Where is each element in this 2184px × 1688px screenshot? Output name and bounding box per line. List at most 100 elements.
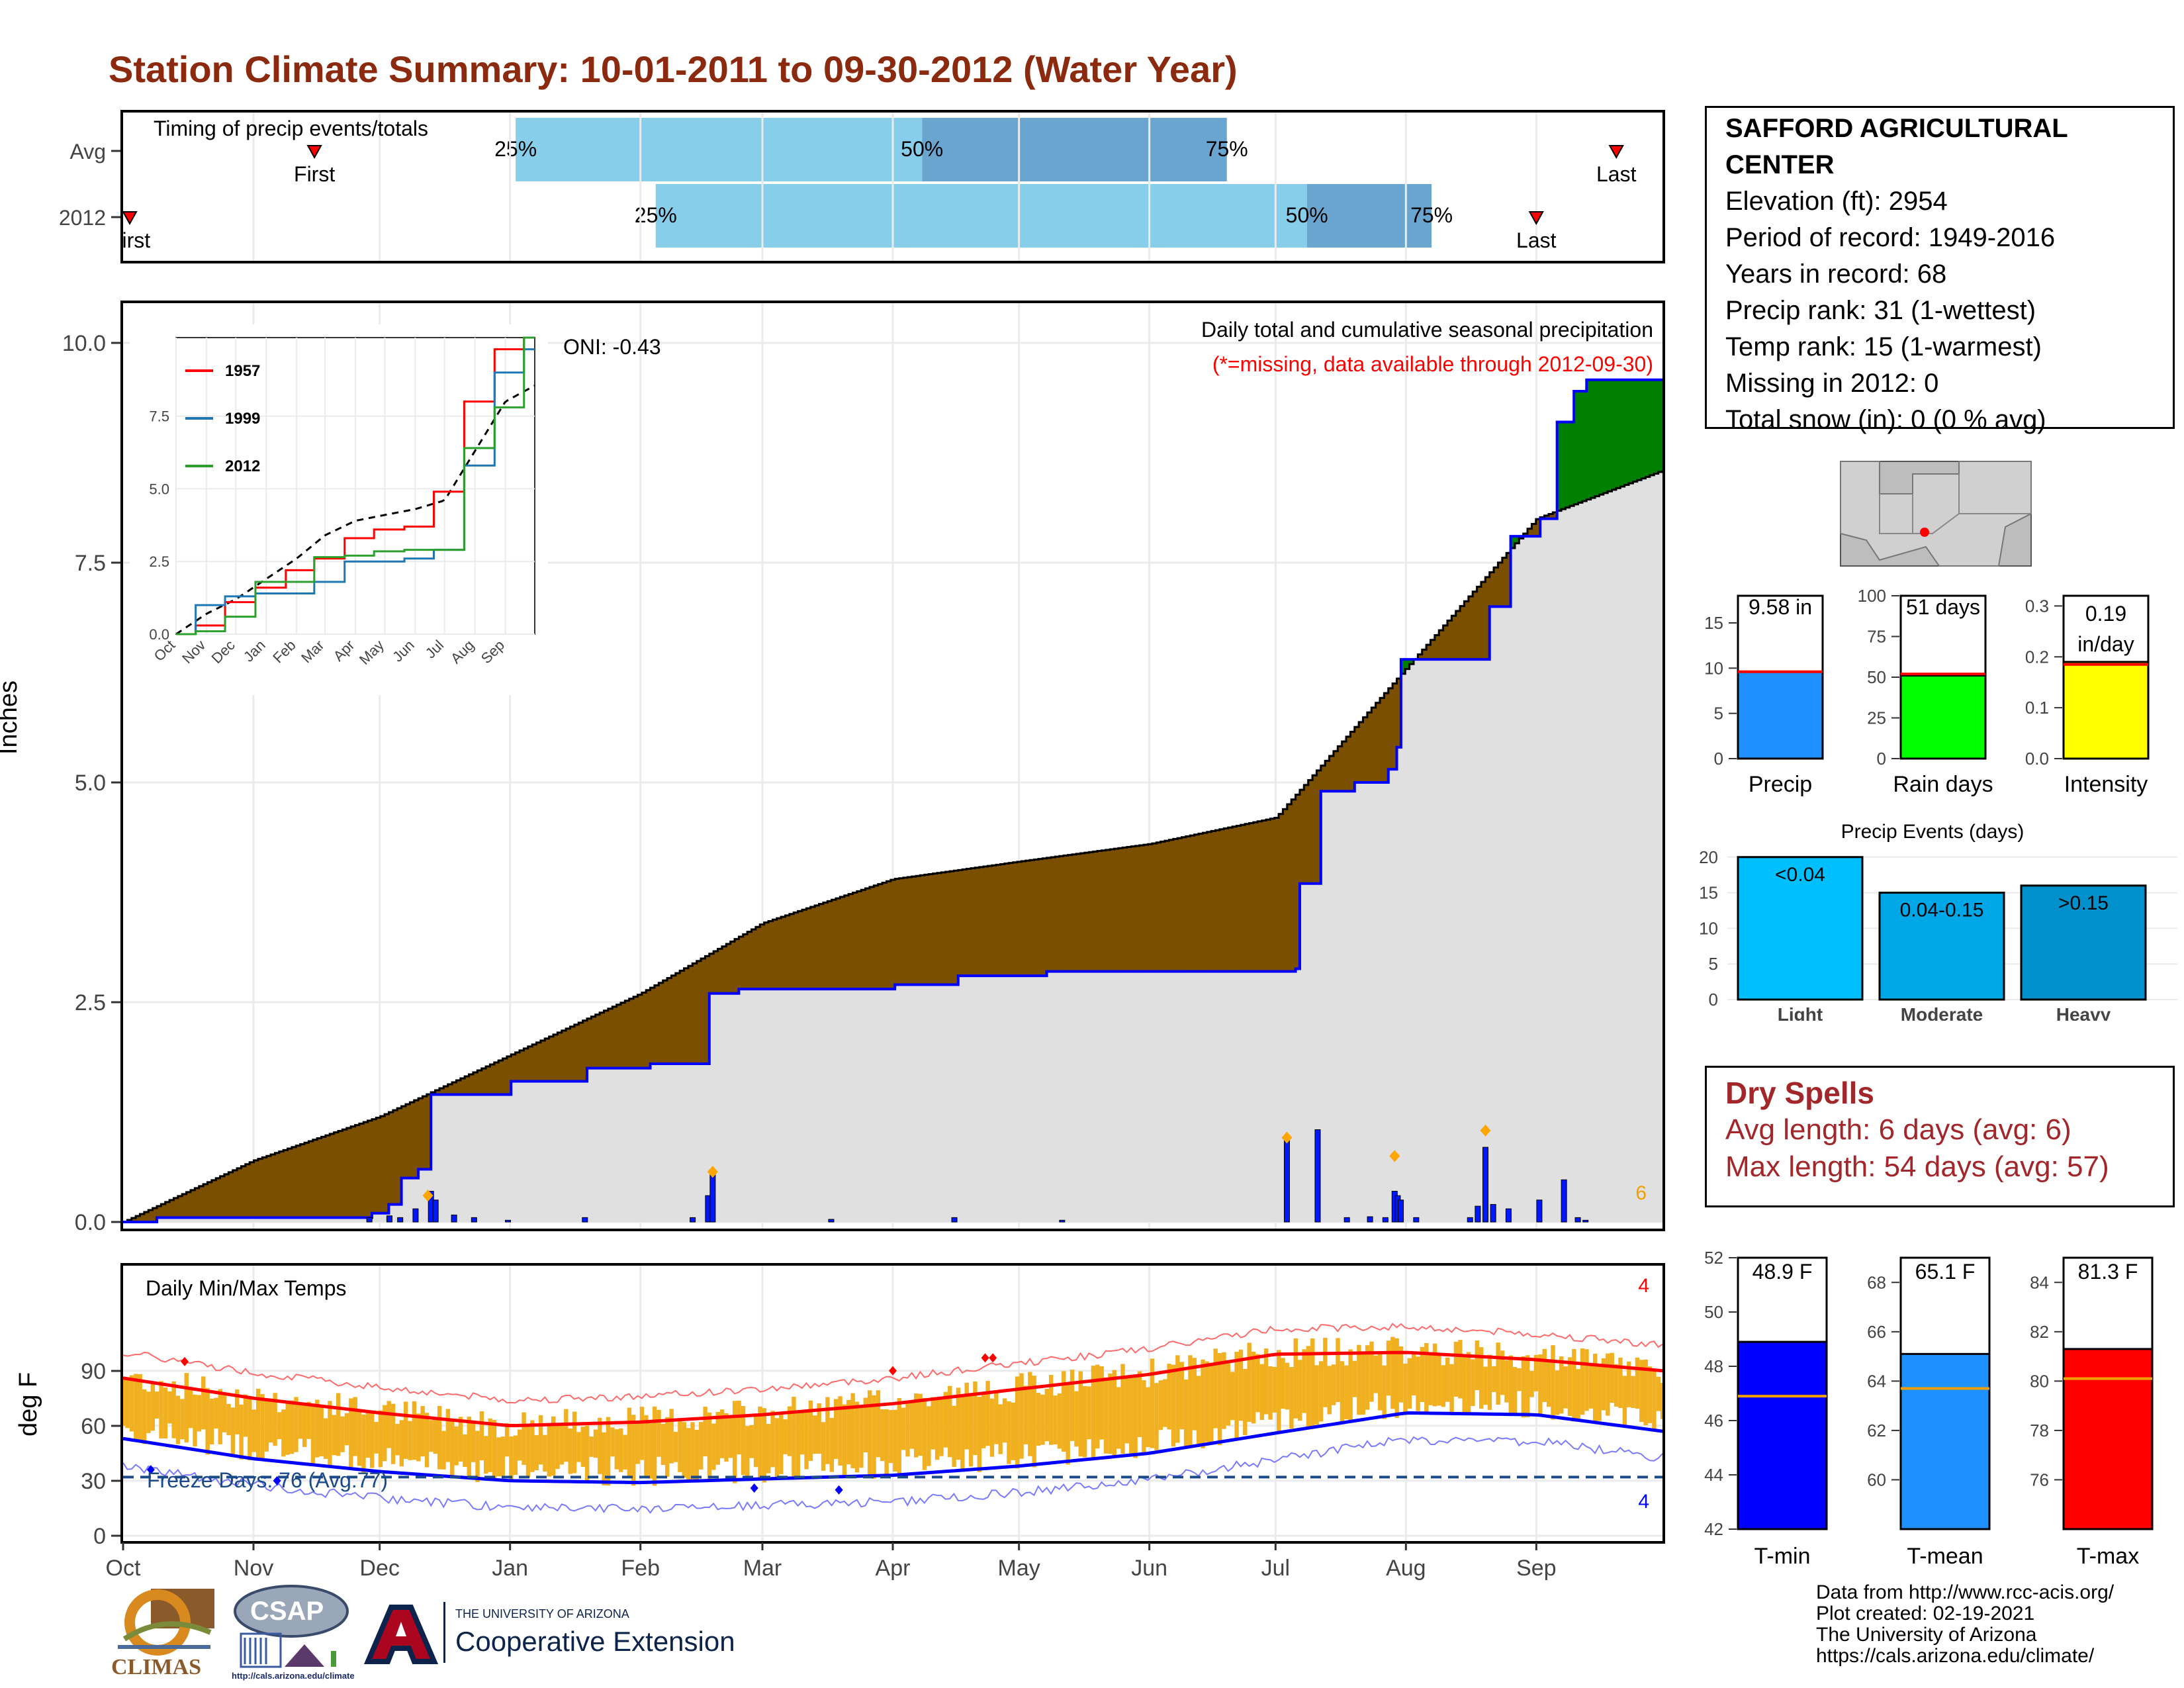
deficit-segment	[600, 1012, 605, 1068]
daily-precip-bar	[1343, 1217, 1350, 1223]
inset-month-label: Mar	[298, 637, 327, 666]
temp-range-bar	[1120, 1364, 1125, 1454]
temp-ylabel: deg F	[15, 1372, 42, 1436]
deficit-segment	[1261, 820, 1267, 972]
deficit-segment	[1236, 825, 1242, 972]
temp-range-bar	[631, 1415, 636, 1486]
temp-range-bar	[285, 1402, 290, 1455]
temp-range-bar	[374, 1422, 379, 1454]
deficit-segment	[1544, 515, 1549, 519]
temp-range-bar	[1340, 1361, 1345, 1422]
deficit-segment	[574, 1024, 579, 1082]
temp-range-bar	[534, 1434, 539, 1470]
deficit-segment	[1169, 839, 1174, 972]
deficit-segment	[161, 1203, 166, 1218]
events-bar-label: >0.15	[2058, 892, 2109, 914]
temp-range-bar	[1103, 1377, 1109, 1454]
deficit-segment	[169, 1199, 175, 1218]
deficit-segment	[1224, 828, 1229, 972]
deficit-segment	[831, 900, 837, 990]
tgauge-tick: 80	[2030, 1371, 2049, 1391]
deficit-segment	[578, 1022, 584, 1082]
temp-range-bar	[657, 1409, 661, 1457]
deficit-segment	[1489, 572, 1494, 607]
gauge-tick: 15	[1704, 613, 1723, 633]
temp-range-bar	[888, 1410, 893, 1464]
temp-range-bar	[1348, 1349, 1353, 1421]
temp-range-bar	[1647, 1366, 1653, 1423]
deficit-segment	[1190, 835, 1195, 972]
temp-range-bar	[1357, 1344, 1361, 1415]
gauge-tick: 0	[1877, 749, 1886, 769]
temp-range-bar	[1407, 1358, 1412, 1409]
surplus-segment	[1565, 422, 1570, 508]
temp-range-bar	[1259, 1364, 1265, 1420]
deficit-segment	[439, 1088, 444, 1095]
deficit-segment	[755, 927, 760, 990]
events-category: Light	[1778, 1004, 1823, 1021]
temp-range-bar	[492, 1419, 497, 1479]
temp-range-bar	[564, 1409, 569, 1462]
deficit-segment	[785, 915, 790, 990]
temp-range-bar	[306, 1401, 311, 1439]
deficit-segment	[629, 998, 634, 1068]
temp-range-bar	[1040, 1394, 1045, 1445]
deficit-segment	[376, 1117, 381, 1213]
temp-ytick: 90	[81, 1359, 106, 1384]
temp-range-bar	[1500, 1350, 1505, 1395]
timing-q50: 50%	[901, 137, 943, 161]
deficit-segment	[250, 1162, 255, 1218]
deficit-segment	[1396, 679, 1402, 747]
deficit-segment	[1363, 717, 1368, 782]
deficit-segment	[1181, 837, 1187, 972]
temp-range-bar	[1601, 1358, 1606, 1411]
temp-range-bar	[383, 1405, 387, 1462]
deficit-segment	[1283, 809, 1288, 972]
temp-range-bar	[960, 1396, 965, 1472]
inset-series-1957	[176, 336, 535, 635]
temp-range-bar	[1234, 1352, 1239, 1438]
daily-precip-bar	[1413, 1217, 1420, 1223]
deficit-segment	[549, 1036, 554, 1082]
deficit-segment	[405, 1104, 410, 1178]
deficit-segment	[1548, 514, 1553, 519]
temp-range-bar	[1007, 1401, 1011, 1464]
temp-range-bar	[694, 1429, 700, 1480]
temp-range-bar	[598, 1417, 602, 1474]
temp-range-bar	[1078, 1371, 1083, 1457]
temp-range-bar	[825, 1397, 830, 1464]
deficit-segment	[1071, 854, 1077, 972]
temp-range-bar	[1036, 1393, 1041, 1446]
deficit-segment	[1498, 562, 1503, 607]
temp-range-bar	[1492, 1366, 1496, 1392]
temp-range-bar	[150, 1383, 156, 1431]
deficit-segment	[156, 1205, 161, 1218]
deficit-segment	[271, 1154, 276, 1218]
surplus-segment	[1574, 391, 1579, 504]
deficit-segment	[1080, 853, 1085, 972]
deficit-segment	[747, 931, 752, 990]
temp-range-bar	[1445, 1357, 1450, 1402]
temp-range-bar	[281, 1409, 286, 1457]
deficit-segment	[1265, 820, 1271, 972]
deficit-segment	[667, 978, 672, 1064]
deficit-segment	[582, 1020, 588, 1082]
temp-range-bar	[1167, 1364, 1171, 1430]
temp-range-bar	[850, 1393, 855, 1468]
temp-range-bar	[235, 1389, 240, 1434]
deficit-segment	[1139, 845, 1144, 972]
deficit-segment	[1359, 722, 1364, 782]
surplus-segment	[1514, 536, 1520, 543]
inset-month-label: Jun	[389, 637, 418, 665]
freeze-label: Freeze Days: 76 (Avg:77)	[147, 1468, 388, 1492]
temp-range-bar	[602, 1432, 606, 1485]
deficit-segment	[1371, 707, 1377, 782]
surplus-segment	[1405, 659, 1410, 669]
temp-range-bar	[1297, 1360, 1302, 1421]
deficit-segment	[1064, 855, 1069, 972]
deficit-segment	[1240, 825, 1246, 972]
deficit-segment	[1279, 814, 1284, 972]
daily-precip-bar	[1490, 1203, 1496, 1223]
temp-range-bar	[454, 1426, 459, 1466]
temp-range-bar	[429, 1420, 433, 1452]
